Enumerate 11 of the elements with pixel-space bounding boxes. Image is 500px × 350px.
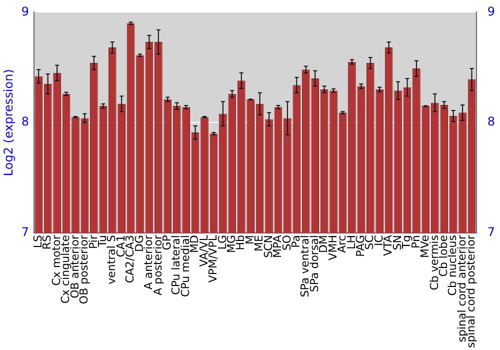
y-tick-label: 7 <box>21 225 30 240</box>
x-tick-label: A posterior <box>151 234 164 296</box>
y2-tick-label: 8 <box>487 114 496 129</box>
y-tick-label: 8 <box>21 114 30 129</box>
x-tick-label: OB posterior <box>78 234 91 304</box>
y2-tick-label: 9 <box>487 4 496 18</box>
x-tick-label: Tg <box>400 235 414 250</box>
y-tick-label: 9 <box>21 4 30 18</box>
y-axis-title: Log2 (expression) <box>1 69 16 176</box>
y2-tick-label: 7 <box>487 225 496 240</box>
x-tick-label: spinal cord posterior <box>464 234 478 348</box>
